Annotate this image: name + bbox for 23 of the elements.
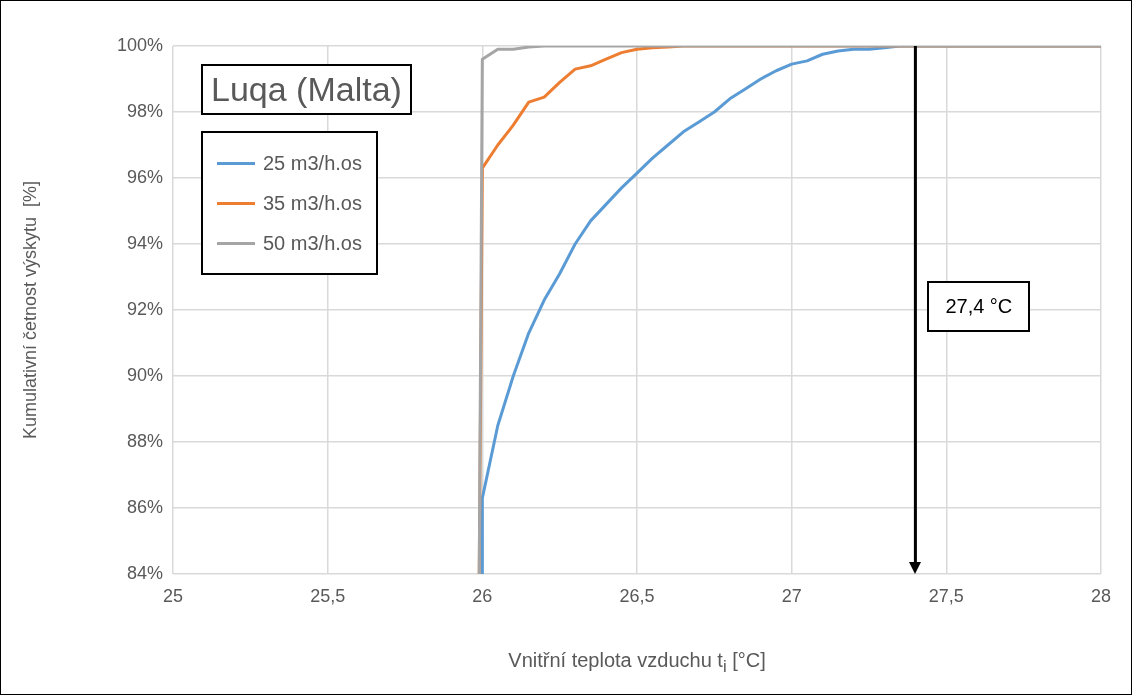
x-tick-label: 25,5 — [310, 585, 346, 606]
ref-line-label: 27,4 °C — [927, 281, 1031, 332]
y-tick-label: 88% — [126, 430, 163, 451]
y-tick-label: 98% — [126, 100, 163, 121]
x-tick-label: 27,5 — [928, 585, 964, 606]
x-tick-label: 27 — [781, 585, 802, 606]
y-tick-label: 84% — [126, 562, 163, 583]
x-tick-label: 28 — [1090, 585, 1112, 606]
x-tick-label: 26,5 — [619, 585, 655, 606]
x-tick-label: 26 — [472, 585, 493, 606]
y-axis-title: Kumulativní četnost výskytu [%] — [19, 180, 40, 440]
x-axis-title: Vnitřní teplota vzduchu t$_{i}$ [°C] — [507, 649, 767, 677]
y-tick-label: 86% — [126, 496, 163, 517]
legend-label: 35 m3/h.os — [263, 191, 362, 215]
text: Luqa (Malta) — [201, 64, 412, 115]
x-tick-label: 25 — [162, 585, 184, 606]
legend-label: 25 m3/h.os — [263, 151, 362, 175]
legend-label: 50 m3/h.os — [263, 231, 362, 255]
y-tick-label: 96% — [126, 166, 163, 187]
y-tick-label: 92% — [126, 298, 163, 319]
y-tick-label: 100% — [116, 34, 163, 55]
y-tick-label: 90% — [126, 364, 163, 385]
y-tick-label: 94% — [126, 232, 163, 253]
